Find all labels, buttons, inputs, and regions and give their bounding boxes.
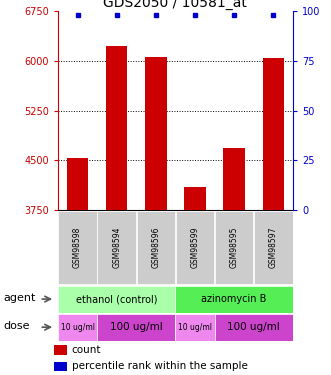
Bar [262,58,284,210]
Bar [98,211,136,284]
Bar [175,314,214,340]
Text: 10 ug/ml: 10 ug/ml [61,322,95,332]
Text: GSM98599: GSM98599 [191,227,200,268]
Bar [184,187,206,210]
Text: GSM98597: GSM98597 [269,227,278,268]
Text: count: count [72,345,101,355]
Text: ethanol (control): ethanol (control) [76,294,158,304]
Text: GSM98594: GSM98594 [112,227,121,268]
Bar [97,314,175,340]
Bar [175,286,293,313]
Text: azinomycin B: azinomycin B [202,294,267,304]
Text: dose: dose [3,321,29,331]
Bar [176,211,214,284]
Bar [145,57,166,210]
Bar [137,211,175,284]
Bar [67,158,88,210]
Bar [54,345,67,355]
Bar [58,286,175,313]
Bar [254,211,293,284]
Bar [215,211,253,284]
Bar [106,46,127,210]
Bar [223,148,245,210]
Bar [58,314,97,340]
Title: GDS2050 / 10581_at: GDS2050 / 10581_at [104,0,247,10]
Text: percentile rank within the sample: percentile rank within the sample [72,361,248,371]
Text: 100 ug/ml: 100 ug/ml [227,322,280,332]
Text: GSM98595: GSM98595 [230,227,239,268]
Text: GSM98596: GSM98596 [151,227,160,268]
Text: GSM98598: GSM98598 [73,227,82,268]
Text: 100 ug/ml: 100 ug/ml [110,322,163,332]
Bar [54,362,67,371]
Bar [214,314,293,340]
Text: 10 ug/ml: 10 ug/ml [178,322,212,332]
Bar [58,211,97,284]
Text: agent: agent [3,292,35,303]
